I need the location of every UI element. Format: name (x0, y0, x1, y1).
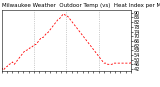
Text: Milwaukee Weather  Outdoor Temp (vs)  Heat Index per Minute (Last 24 Hours): Milwaukee Weather Outdoor Temp (vs) Heat… (2, 3, 160, 8)
